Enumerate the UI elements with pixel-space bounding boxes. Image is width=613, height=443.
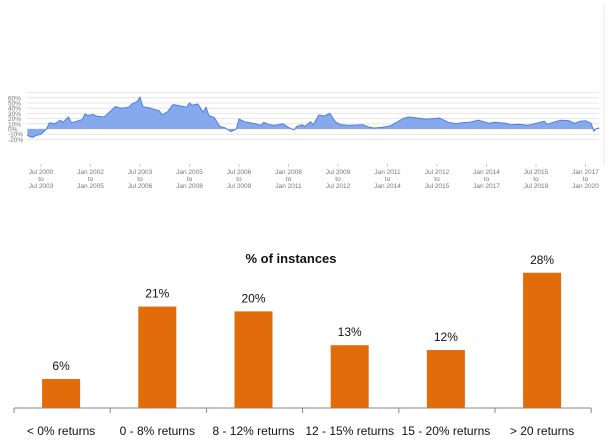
x-tick-label: to bbox=[187, 176, 193, 183]
y-tick-label: -10% bbox=[8, 132, 23, 139]
x-tick-label: to bbox=[236, 176, 242, 183]
bar-data-label: 28% bbox=[530, 253, 554, 267]
x-tick-label: Jul 2003 bbox=[128, 169, 153, 176]
x-tick-label: Jul 2018 bbox=[524, 183, 549, 190]
x-tick-label: Jul 2012 bbox=[326, 183, 351, 190]
x-tick-label: to bbox=[286, 176, 292, 183]
category-label: > 20 returns bbox=[510, 424, 574, 438]
x-tick-label: to bbox=[434, 176, 440, 183]
x-tick-label: Jul 2015 bbox=[524, 169, 549, 176]
x-tick-label: Jan 2011 bbox=[374, 169, 401, 176]
x-tick-label: Jan 2014 bbox=[374, 183, 401, 190]
bar-data-label: 13% bbox=[338, 325, 362, 339]
x-tick-label: to bbox=[533, 176, 539, 183]
x-tick-label: Jul 2006 bbox=[128, 183, 153, 190]
x-tick-label: to bbox=[484, 176, 490, 183]
category-label: 12 - 15% returns bbox=[305, 424, 394, 438]
x-tick-label: Jan 2005 bbox=[77, 183, 104, 190]
x-tick-label: Jul 2006 bbox=[227, 169, 252, 176]
x-tick-label: Jul 2009 bbox=[326, 169, 351, 176]
bar bbox=[426, 350, 465, 408]
y-tick-label: 60% bbox=[8, 95, 21, 102]
x-tick-label: Jan 2020 bbox=[572, 183, 599, 190]
x-tick-label: to bbox=[335, 176, 341, 183]
x-tick-label: Jul 2009 bbox=[227, 183, 252, 190]
category-label: 8 - 12% returns bbox=[212, 424, 294, 438]
x-tick-label: Jan 2008 bbox=[275, 169, 302, 176]
bar bbox=[234, 311, 273, 408]
bar bbox=[138, 306, 177, 408]
x-tick-label: Jul 2000 bbox=[29, 169, 54, 176]
category-label: < 0% returns bbox=[27, 424, 95, 438]
y-tick-label: 40% bbox=[8, 106, 21, 113]
x-tick-label: to bbox=[88, 176, 94, 183]
x-tick-label: Jan 2017 bbox=[572, 169, 599, 176]
category-label: 15 - 20% returns bbox=[402, 424, 491, 438]
x-tick-label: Jul 2015 bbox=[425, 183, 450, 190]
y-tick-label: 20% bbox=[8, 116, 21, 123]
y-tick-label: 10% bbox=[8, 121, 21, 128]
bar-data-label: 12% bbox=[434, 330, 458, 344]
x-tick-label: Jan 2017 bbox=[473, 183, 500, 190]
bar bbox=[330, 345, 369, 408]
rolling-return-area-chart: 60%50%40%30%20%10%0%-10%-20%Jul 2000toJu… bbox=[8, 4, 605, 190]
bar bbox=[42, 379, 81, 408]
y-tick-label: -20% bbox=[8, 137, 23, 144]
category-label: 0 - 8% returns bbox=[120, 424, 195, 438]
x-tick-label: Jan 2008 bbox=[176, 183, 203, 190]
series-area bbox=[27, 97, 600, 138]
x-tick-label: Jan 2002 bbox=[77, 169, 104, 176]
x-tick-label: to bbox=[385, 176, 391, 183]
series-line bbox=[27, 96, 600, 138]
x-tick-label: Jul 2003 bbox=[29, 183, 54, 190]
x-tick-label: to bbox=[137, 176, 143, 183]
bar-chart-title: % of instances bbox=[245, 251, 336, 266]
y-tick-label: 0% bbox=[8, 127, 18, 134]
bar bbox=[523, 272, 562, 408]
x-tick-label: to bbox=[38, 176, 44, 183]
x-tick-label: to bbox=[583, 176, 589, 183]
x-tick-label: Jan 2011 bbox=[275, 183, 302, 190]
y-tick-label: 50% bbox=[8, 101, 21, 108]
x-tick-label: Jan 2005 bbox=[176, 169, 203, 176]
bar-data-label: 6% bbox=[52, 359, 70, 373]
y-tick-label: 30% bbox=[8, 111, 21, 118]
x-tick-label: Jul 2012 bbox=[425, 169, 450, 176]
x-tick-label: Jan 2014 bbox=[473, 169, 500, 176]
bar-data-label: 21% bbox=[145, 287, 169, 301]
bar-data-label: 20% bbox=[241, 291, 265, 305]
